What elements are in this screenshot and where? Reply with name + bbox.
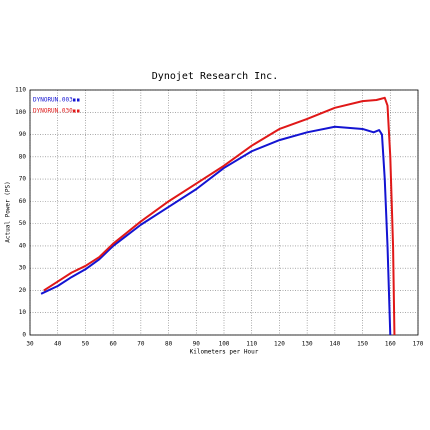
series-line [40, 125, 392, 336]
legend-swatch [77, 98, 80, 102]
x-tick-label: 130 [302, 341, 313, 348]
legend-swatch [73, 109, 76, 113]
x-tick-label: 170 [413, 341, 424, 348]
y-tick-label: 80 [19, 153, 27, 160]
y-tick-label: 100 [15, 109, 26, 116]
x-tick-label: 110 [246, 341, 257, 348]
y-tick-label: 0 [22, 332, 26, 339]
y-tick-label: 50 [19, 220, 27, 227]
legend-swatch [73, 98, 76, 102]
x-tick-label: 90 [193, 341, 201, 348]
x-tick-label: 60 [110, 341, 118, 348]
x-tick-label: 150 [357, 341, 368, 348]
y-tick-label: 10 [19, 309, 27, 316]
x-tick-label: 120 [274, 341, 285, 348]
y-tick-label: 70 [19, 176, 27, 183]
plot-frame [29, 89, 419, 336]
y-tick-label: 90 [19, 131, 27, 138]
x-tick-label: 100 [219, 341, 230, 348]
x-tick-label: 50 [82, 341, 90, 348]
legend-swatch [77, 109, 80, 113]
legend-label: DYNORUN.003 [33, 97, 73, 104]
x-tick-label: 40 [54, 341, 62, 348]
chart-title: Dynojet Research Inc. [152, 71, 278, 82]
x-tick-label: 30 [26, 341, 34, 348]
y-tick-label: 30 [19, 265, 27, 272]
y-tick-label: 40 [19, 242, 27, 249]
legend-label: DYNORUN.030 [33, 108, 73, 115]
x-tick-label: 70 [137, 341, 145, 348]
series-line [43, 96, 396, 336]
x-tick-label: 80 [165, 341, 173, 348]
x-axis-label: Kilometers per Hour [190, 349, 259, 356]
y-axis-label: Actual Power (PS) [5, 181, 12, 242]
y-tick-label: 20 [19, 287, 27, 294]
x-tick-label: 140 [329, 341, 340, 348]
y-tick-label: 110 [15, 87, 26, 94]
x-tick-label: 160 [385, 341, 396, 348]
y-tick-label: 60 [19, 198, 27, 205]
